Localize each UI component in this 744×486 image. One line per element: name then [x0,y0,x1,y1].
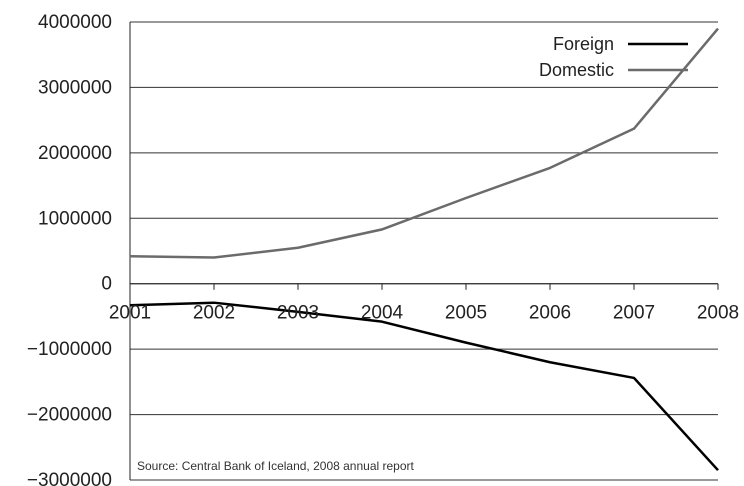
x-tick-label: 2006 [529,303,571,324]
axes [129,22,719,480]
x-tick-label: 2003 [277,303,319,324]
x-axis-tick-labels: 2001 2002 2003 2004 2005 2006 2007 2008 [109,303,739,324]
y-tick-label: 1000000 [38,208,112,229]
series-layer [129,27,719,472]
x-tick-label: 2007 [613,303,655,324]
y-tick-label: 0 [101,274,112,295]
series-line-domestic [129,27,719,259]
legend: Foreign Domestic [539,34,688,80]
y-tick-label: 2000000 [38,143,112,164]
x-tick-label: 2008 [697,303,739,324]
legend-label-foreign: Foreign [553,34,614,54]
x-tick-label: 2005 [445,303,487,324]
y-tick-label: 4000000 [38,12,112,33]
y-axis-tick-labels: 4000000 3000000 2000000 1000000 0 −1000000 −20… [27,12,112,486]
y-tick-label: −3000000 [27,470,112,486]
x-tick-label: 2002 [193,303,235,324]
y-tick-label: 3000000 [38,77,112,98]
legend-label-domestic: Domestic [539,60,614,80]
source-note: Source: Central Bank of Iceland, 2008 an… [137,459,415,473]
series-line-foreign [129,301,719,472]
y-tick-label: −1000000 [27,339,112,360]
gridlines [130,21,718,481]
y-tick-label: −2000000 [27,405,112,426]
x-tick-label: 2001 [109,303,151,324]
x-tick-label: 2004 [361,303,404,324]
